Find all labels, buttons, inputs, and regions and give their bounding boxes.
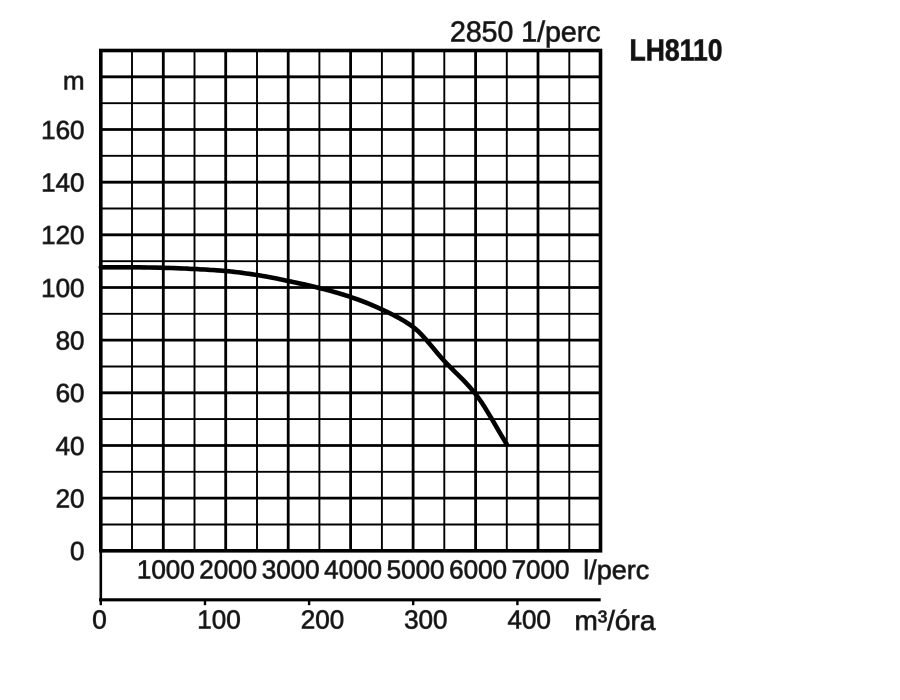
svg-text:160: 160 (41, 115, 84, 145)
svg-text:200: 200 (301, 605, 344, 635)
svg-text:120: 120 (41, 220, 84, 250)
svg-text:2850 1/perc: 2850 1/perc (450, 17, 601, 49)
svg-text:m: m (63, 66, 85, 96)
svg-text:LH8110: LH8110 (630, 33, 723, 68)
svg-text:40: 40 (56, 431, 85, 461)
svg-text:100: 100 (41, 273, 84, 303)
svg-text:60: 60 (56, 378, 85, 408)
svg-text:0: 0 (92, 605, 106, 635)
svg-text:0: 0 (70, 536, 84, 566)
svg-text:6000: 6000 (449, 555, 507, 585)
svg-text:7000: 7000 (512, 555, 570, 585)
svg-text:20: 20 (56, 483, 85, 513)
svg-text:400: 400 (508, 605, 551, 635)
svg-text:l/perc: l/perc (583, 555, 649, 585)
svg-text:m³/óra: m³/óra (575, 605, 656, 636)
svg-text:4000: 4000 (324, 555, 382, 585)
svg-text:80: 80 (56, 325, 85, 355)
svg-text:2000: 2000 (199, 555, 257, 585)
svg-text:5000: 5000 (387, 555, 445, 585)
svg-text:300: 300 (404, 605, 447, 635)
svg-text:3000: 3000 (262, 555, 320, 585)
svg-text:1000: 1000 (137, 555, 195, 585)
svg-text:100: 100 (197, 605, 240, 635)
svg-text:140: 140 (41, 168, 84, 198)
